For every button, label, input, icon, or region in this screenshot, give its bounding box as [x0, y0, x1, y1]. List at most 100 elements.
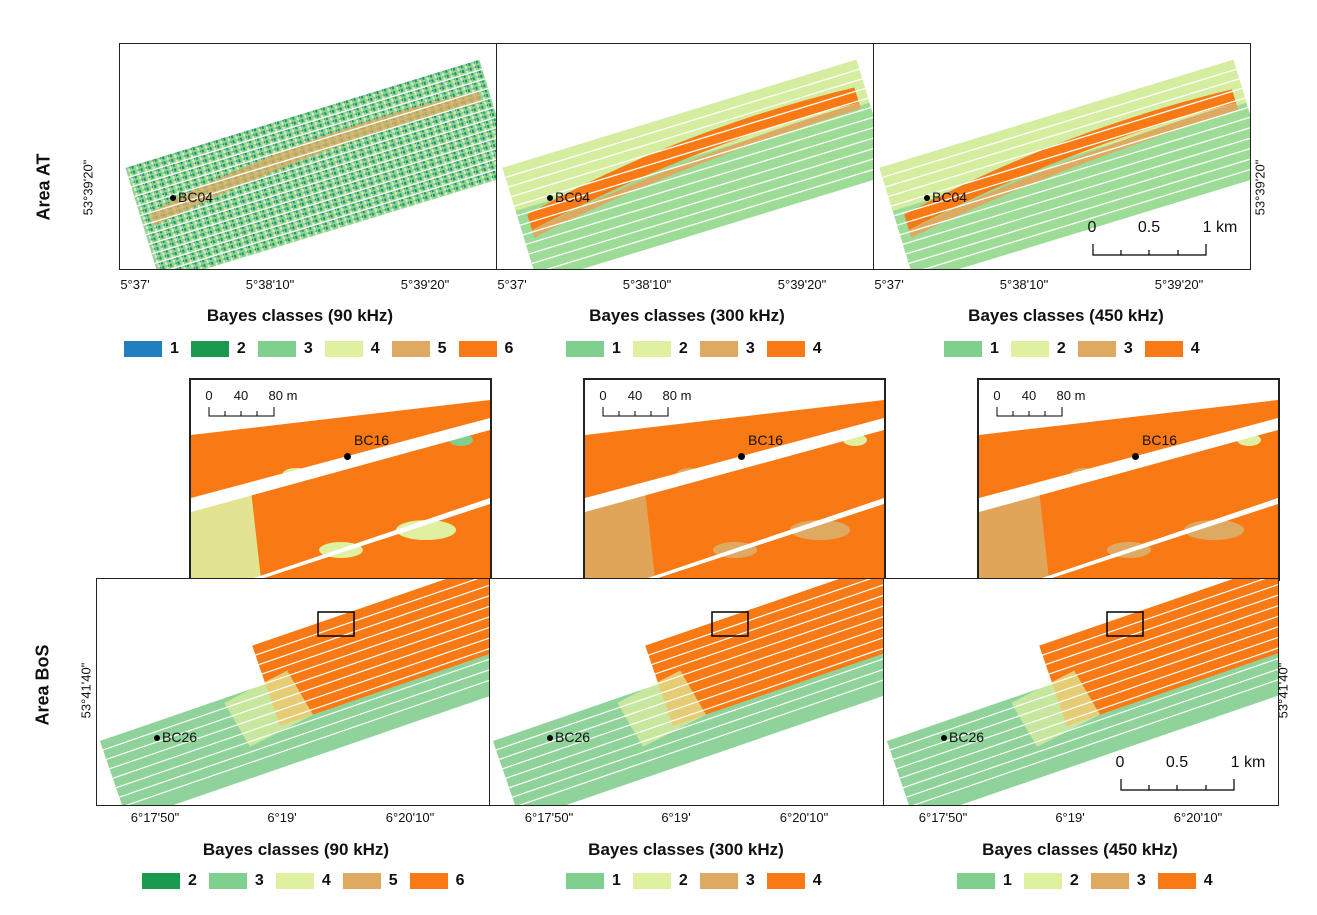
legend-swatch [324, 341, 363, 357]
legend-swatch [944, 341, 982, 357]
station-bc16-90-dot [344, 453, 351, 460]
legend-bos-300: 1 2 3 4 [566, 872, 822, 890]
scalebar-label-0: 0 [1087, 219, 1097, 236]
bos-90-survey [97, 579, 490, 805]
map-at-90khz: BC04 [119, 43, 498, 270]
station-bc16-300: BC16 [748, 432, 784, 448]
bos-90-tick-2: 6°19' [267, 810, 297, 825]
legend-item: 5 [342, 872, 398, 890]
bos-lat-label-left: 53°41'40" [78, 662, 94, 719]
legend-swatch [208, 873, 247, 889]
legend-swatch [342, 873, 381, 889]
at-90-tick-1: 5°37' [120, 277, 150, 292]
scalebar-label-40m: 40 [627, 388, 643, 403]
legend-item: 1 [566, 340, 621, 358]
inset-90-map [191, 380, 490, 579]
legend-title-bos-90: Bayes classes (90 kHz) [202, 840, 390, 859]
legend-swatch [391, 341, 430, 357]
legend-swatch [766, 873, 805, 889]
legend-swatch [1010, 341, 1049, 357]
map-bos-300khz: BC26 [489, 578, 885, 806]
scalebar-inset-300: 0 40 80 m [595, 388, 695, 428]
scalebar-inset-90: 0 40 80 m [201, 388, 301, 428]
at-300-tick-1: 5°37' [497, 277, 527, 292]
at-450-tick-3: 5°39'20" [1154, 277, 1204, 292]
legend-item: 4 [766, 340, 822, 358]
map-bos-450khz: BC26 0 0.5 1 km [883, 578, 1279, 806]
legend-item: 6 [409, 872, 465, 890]
legend-swatch [142, 873, 180, 889]
bos-450-tick-3: 6°20'10" [1173, 810, 1223, 825]
scalebar-label-0m: 0 [599, 388, 607, 403]
legend-item: 5 [391, 340, 447, 358]
at-450-tick-2: 5°38'10" [999, 277, 1049, 292]
bos-90-tick-3: 6°20'10" [385, 810, 435, 825]
legend-title-bos-450: Bayes classes (450 kHz) [982, 840, 1178, 859]
at-300-tick-2: 5°38'10" [622, 277, 672, 292]
at-90-survey [125, 59, 497, 269]
legend-swatch [1157, 873, 1196, 889]
bos-450-survey [884, 579, 1278, 805]
legend-item: 1 [944, 340, 999, 358]
bos-450-tick-1: 6°17'50" [918, 810, 968, 825]
station-bc16-90: BC16 [354, 432, 390, 448]
station-bc16-450-dot [1132, 453, 1139, 460]
map-bos-90khz: BC26 [96, 578, 491, 806]
legend-swatch [1077, 341, 1116, 357]
scalebar-label-1km: 1 km [1202, 219, 1238, 236]
legend-item: 3 [257, 340, 313, 358]
scalebar-label-80m: 80 m [662, 388, 692, 403]
legend-swatch [766, 341, 805, 357]
inset-bos-300khz: 0 40 80 m BC16 [583, 378, 886, 581]
legend-swatch [1144, 341, 1183, 357]
area-bos-label: Area BoS [32, 644, 53, 726]
bos-450-tick-2: 6°19' [1055, 810, 1085, 825]
scalebar-bos-km: 0 0.5 1 km [1116, 754, 1265, 794]
legend-item: 2 [632, 872, 688, 890]
map-at-450khz: BC04 0 0.5 1 km [873, 43, 1251, 270]
at-450-tick-1: 5°37' [874, 277, 904, 292]
legend-item: 1 [124, 340, 179, 358]
scalebar-label-0m: 0 [205, 388, 213, 403]
legend-at-300: 1 2 3 4 [566, 340, 822, 358]
legend-item: 6 [458, 340, 513, 358]
scalebar-label-1km: 1 km [1230, 754, 1266, 771]
scalebar-label-40m: 40 [233, 388, 249, 403]
legend-title-bos-300: Bayes classes (300 kHz) [588, 840, 784, 859]
inset-bos-450khz: 0 40 80 m BC16 [977, 378, 1280, 581]
legend-bos-90: 2 3 4 5 6 [142, 872, 465, 890]
legend-item: 2 [632, 340, 688, 358]
legend-item: 1 [566, 872, 621, 890]
bos-300-survey [490, 579, 884, 805]
station-bc26-450: BC26 [941, 729, 984, 745]
legend-item: 3 [699, 340, 755, 358]
legend-swatch [699, 873, 738, 889]
legend-swatch [1023, 873, 1062, 889]
legend-swatch [566, 341, 604, 357]
legend-item: 2 [190, 340, 246, 358]
station-bc04-90: BC04 [170, 189, 213, 205]
legend-swatch [566, 873, 604, 889]
legend-swatch [275, 873, 314, 889]
at-300-tick-3: 5°39'20" [777, 277, 827, 292]
scalebar-label-80m: 80 m [268, 388, 298, 403]
legend-item: 2 [1010, 340, 1066, 358]
station-bc04-300: BC04 [547, 189, 590, 205]
bos-90-tick-1: 6°17'50" [130, 810, 180, 825]
scalebar-inset-450: 0 40 80 m [989, 388, 1089, 428]
legend-swatch [257, 341, 296, 357]
map-at-300khz: BC04 [496, 43, 875, 270]
legend-item: 4 [1157, 872, 1213, 890]
station-bc16-450: BC16 [1142, 432, 1178, 448]
legend-title-at-300: Bayes classes (300 kHz) [589, 306, 785, 325]
legend-item: 3 [1090, 872, 1146, 890]
legend-title-at-450: Bayes classes (450 kHz) [968, 306, 1164, 325]
legend-swatch [632, 873, 671, 889]
at-450-survey [879, 59, 1250, 269]
legend-item: 3 [1077, 340, 1133, 358]
legend-at-90: 1 2 3 4 5 6 [124, 340, 513, 358]
legend-item: 4 [275, 872, 331, 890]
legend-item: 1 [957, 872, 1012, 890]
legend-swatch [699, 341, 738, 357]
legend-item: 3 [208, 872, 264, 890]
